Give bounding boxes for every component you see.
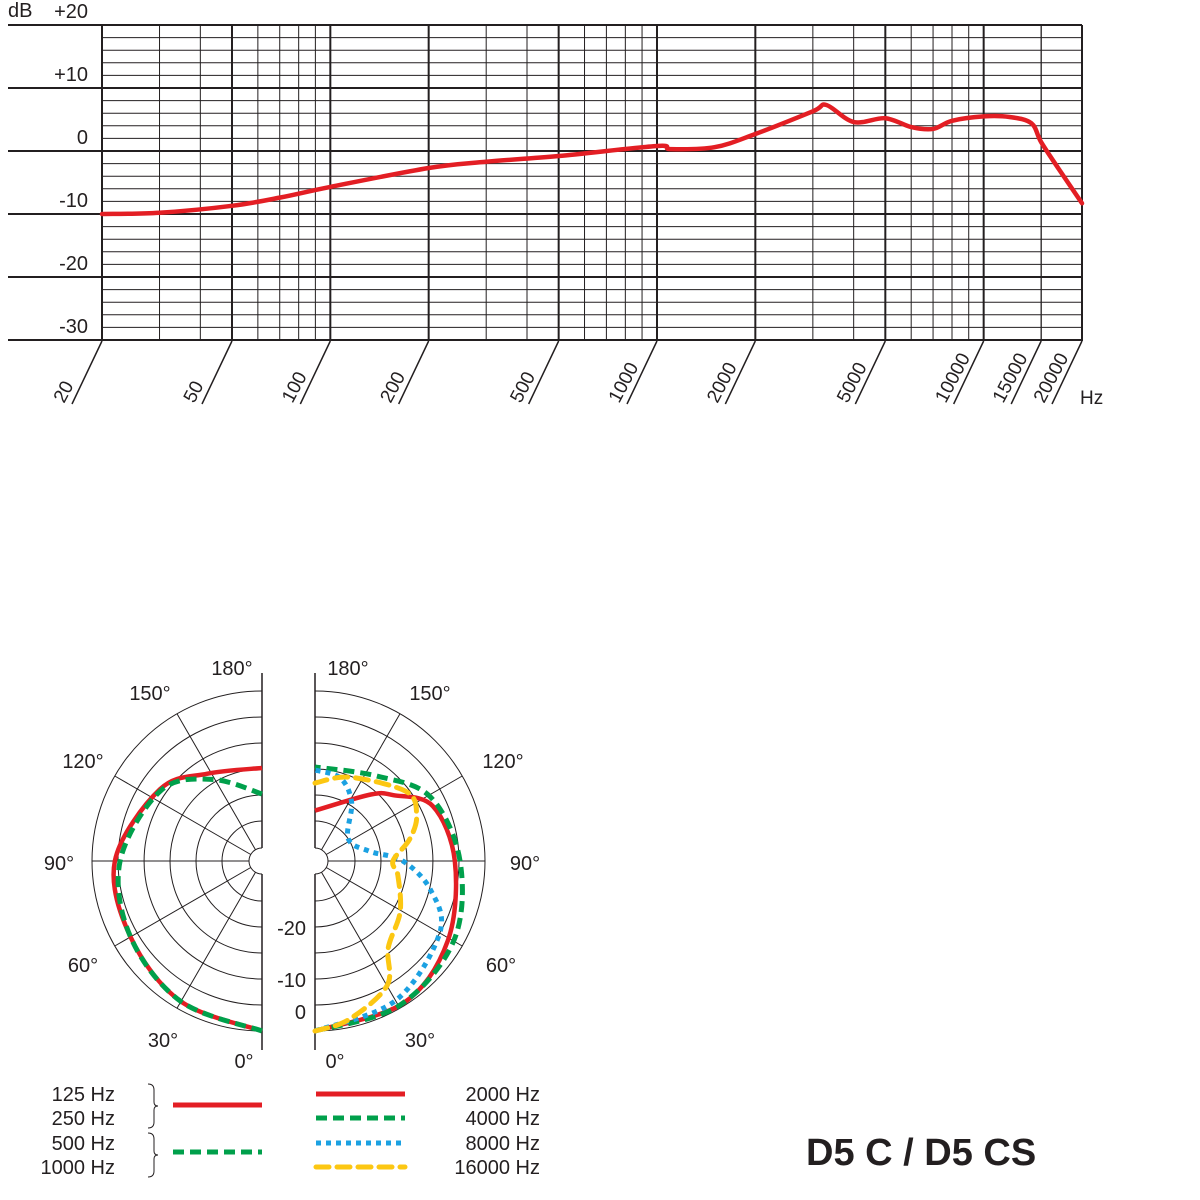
x-tick-label: 20 [50,378,78,407]
y-tick-label: -10 [59,190,88,212]
radial-tick-label: 0 [295,1002,306,1024]
x-tick-label: 100 [278,368,311,406]
x-tick-label: 20000 [1030,350,1073,407]
angle-label: 30° [148,1030,178,1052]
x-tick-slash [71,340,103,405]
legend-label: 500 Hz [52,1133,115,1155]
x-tick-slash [854,340,887,405]
legend-label: 4000 Hz [466,1108,541,1130]
frequency-response-line [99,102,1085,217]
legend-label: 1000 Hz [41,1157,116,1179]
x-tick-label: 15000 [989,350,1032,407]
x-tick-slash [527,340,560,405]
y-tick-label: +20 [54,1,88,23]
angle-label: 0° [325,1051,344,1073]
x-tick-slash [397,340,430,405]
frequency-response-chart: 20 50 100 200 500 1000 2000 5000 10000 1500020000… [8,0,1103,409]
polar-spoke [321,713,401,850]
x-axis-label: Hz [1080,388,1103,409]
legend-label: 2000 Hz [466,1084,541,1106]
y-tick-label: -20 [59,253,88,275]
angle-label: 90° [510,853,540,875]
legend-label: 16000 Hz [454,1157,540,1179]
angle-label: 150° [409,683,450,705]
polar-curve [314,790,459,1034]
polar-center-hole [248,847,263,875]
x-tick-slash [1010,340,1042,405]
polar-curve [314,764,465,1034]
y-tick-label: +10 [54,64,88,86]
angle-label: 0° [234,1051,253,1073]
angle-label: 120° [482,751,523,773]
y-axis-label: dB [8,0,32,22]
x-tick-slash [724,340,757,405]
angle-label: 150° [129,683,170,705]
x-tick-label: 200 [377,368,410,406]
y-tick-label: -30 [59,316,88,338]
angle-label: 60° [68,955,98,977]
radial-tick-label: -10 [277,970,306,992]
legend-label: 8000 Hz [466,1133,541,1155]
y-tick-label: 0 [77,127,88,149]
polar-curve [314,767,445,1034]
x-tick-label: 10000 [932,350,975,407]
polar-spoke [114,867,251,947]
polar-pattern-chart: 180° 150° 120° 90° 60° 30° 0° 180° 150° 120° 90° 60… [44,658,540,1073]
polar-center-hole [314,847,329,875]
x-tick-slash [1051,340,1083,405]
legend-label: 250 Hz [52,1108,115,1130]
polar-curve [312,774,420,1034]
x-tick-slash [299,340,332,405]
angle-label: 90° [44,853,74,875]
polar-spoke [114,775,251,855]
angle-label: 180° [211,658,252,680]
legend-brace [147,1132,159,1178]
angle-label: 30° [405,1030,435,1052]
polar-spoke [176,713,256,850]
radial-tick-label: -20 [277,918,306,940]
legend-label: 125 Hz [52,1084,115,1106]
model-title: D5 C / D5 CS [806,1132,1037,1174]
x-tick-slash [201,340,233,405]
polar-curve [115,776,263,1034]
polar-half-left: 180° 150° 120° 90° 60° 30° 0° [44,658,263,1073]
angle-label: 120° [62,751,103,773]
angle-label: 180° [327,658,368,680]
angle-label: 60° [486,955,516,977]
legend-brace [147,1083,159,1129]
x-tick-slash [626,340,658,405]
x-tick-label: 500 [507,368,540,406]
polar-half-right: 180° 150° 120° 90° 60° 30° 0° [312,658,540,1073]
polar-spoke [326,867,463,947]
x-tick-slash [952,340,985,405]
x-tick-label: 50 [180,378,208,407]
polar-spoke [176,872,256,1009]
